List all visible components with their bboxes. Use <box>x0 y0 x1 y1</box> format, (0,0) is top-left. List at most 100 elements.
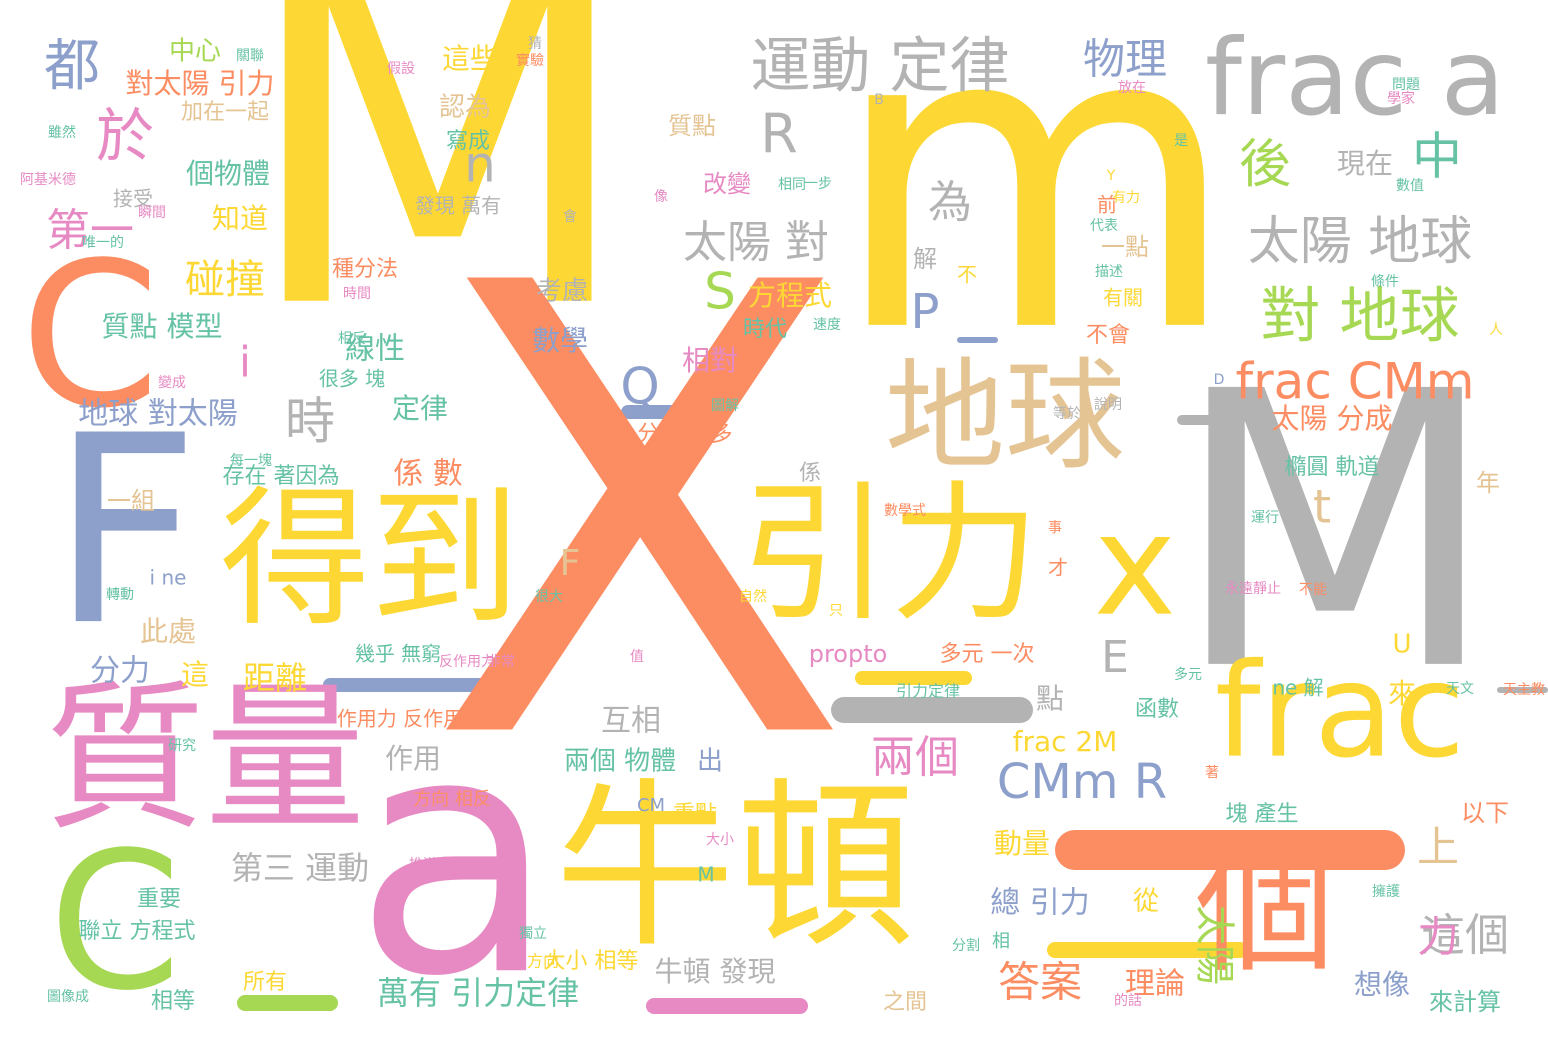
cloud-word: 作用 <box>385 742 441 775</box>
cloud-word: 係 數 <box>393 457 463 492</box>
cloud-word: frac CMm <box>1236 353 1475 411</box>
cloud-word: 學家 <box>1387 90 1415 107</box>
cloud-word: F <box>560 543 581 584</box>
cloud-word: 對 地球 <box>1260 282 1459 352</box>
cloud-word: B <box>874 92 884 108</box>
cloud-word: 圖像成 <box>47 989 89 1005</box>
cloud-word: 發現 萬有 <box>415 194 501 218</box>
cloud-word: 知道 <box>212 202 268 235</box>
cloud-word: 重點 <box>673 802 717 827</box>
cloud-word: 考慮 <box>536 277 588 307</box>
cloud-word: 數學 <box>532 324 588 357</box>
cloud-word: 地球 對太陽 <box>78 397 238 432</box>
cloud-word: 年 <box>1476 469 1500 497</box>
cloud-word: 從 <box>1133 887 1159 917</box>
cloud-word: 一步 <box>804 176 832 192</box>
cloud-word: 非常 <box>487 654 515 670</box>
cloud-word: 太陽 分成 <box>1272 402 1393 435</box>
cloud-word: 獨立 <box>519 926 547 942</box>
cloud-word: 上 <box>1417 823 1459 872</box>
cloud-word: 很多 塊 <box>319 367 385 391</box>
cloud-word: propto <box>809 640 888 668</box>
cloud-word: 這些 <box>442 42 498 75</box>
cloud-word: 太陽 地球 <box>1248 212 1473 272</box>
cloud-word: ne 解 <box>1272 676 1323 700</box>
cloud-word: 兩個 物體 <box>564 747 676 777</box>
cloud-word: i <box>239 338 251 387</box>
cloud-word: 力學 <box>638 462 666 478</box>
cloud-word: 個物體 <box>186 157 270 190</box>
cloud-word: 所有 <box>243 970 287 995</box>
cloud-word: 動量 <box>994 827 1050 860</box>
cloud-word: 每一塊 <box>230 453 272 469</box>
cloud-word: Q <box>620 358 659 416</box>
cloud-word: 運行 <box>1251 510 1279 526</box>
cloud-word: 認為 <box>439 93 491 123</box>
cloud-word: 答案 <box>998 958 1082 1007</box>
cloud-word: 種分法 <box>332 257 398 282</box>
cloud-word: S <box>704 263 736 321</box>
cloud-word: 後 <box>1239 135 1291 195</box>
cloud-word: 物理 <box>1083 35 1167 84</box>
cloud-word: 研究 <box>168 738 196 754</box>
cloud-word: 假設 <box>387 61 415 77</box>
cloud-word: 分力 <box>90 654 150 689</box>
cloud-word: 反作用力 <box>439 654 495 670</box>
cloud-word: 人 <box>1489 322 1503 338</box>
cloud-word: 推導出 <box>409 857 451 873</box>
cloud-word: 總 引力 <box>990 886 1090 921</box>
cloud-word: 出 <box>697 747 723 777</box>
cloud-word: 對太陽 引力 <box>126 67 275 100</box>
cloud-word: 著 <box>1205 765 1219 781</box>
cloud-word: 瞬間 <box>138 205 166 221</box>
cloud-word: 重要 <box>137 887 181 912</box>
cloud-word: 之間 <box>883 990 927 1015</box>
cloud-word: 數學式 <box>884 503 926 519</box>
cloud-word: 線性 <box>345 332 405 367</box>
cloud-word: 一組 <box>107 487 155 515</box>
cloud-word: 才 <box>1048 556 1068 580</box>
cloud-word: 變成 <box>158 375 186 391</box>
cloud-word: 現在 <box>1337 147 1393 180</box>
cloud-word: 方向 相反 <box>413 789 491 810</box>
cloud-word: 時 <box>285 393 335 451</box>
cloud-word: 不能 <box>1299 582 1327 598</box>
cloud-word: 定律 <box>392 392 448 425</box>
cloud-word: 等於 <box>1053 405 1081 422</box>
cloud-word: 引力 <box>740 468 1040 642</box>
cloud-word: 塊 產生 <box>1226 802 1299 827</box>
cloud-word: 中 <box>1412 128 1462 186</box>
cloud-word: C <box>49 811 182 1032</box>
cloud-word: 天主教 <box>1503 682 1545 698</box>
cloud-word: 是 <box>1174 133 1188 149</box>
cloud-word: 第三 運動 <box>231 849 369 887</box>
cloud-word: 大小 <box>706 832 734 848</box>
cloud-word: 個 <box>1195 830 1335 993</box>
cloud-word: 地球 <box>885 348 1125 487</box>
cloud-word: D <box>1214 372 1225 388</box>
cloud-word: 速度 <box>813 317 841 333</box>
cloud-word: 碰撞 <box>185 257 265 303</box>
cloud-word: 自然 <box>739 588 767 605</box>
cloud-word: 前 <box>1097 193 1117 217</box>
cloud-word: 太陽 對 <box>683 217 829 268</box>
cloud-word: 想像 <box>1354 968 1410 1001</box>
cloud-word: 相 <box>992 931 1010 952</box>
cloud-word: 此處 <box>140 615 196 648</box>
cloud-word: CM <box>637 795 665 816</box>
cloud-word: 萬有 引力定律 <box>377 974 579 1012</box>
cloud-word: 牛頓 發現 <box>655 955 776 988</box>
cloud-word: 引力定律 <box>896 682 960 701</box>
cloud-word: 轉動 <box>106 587 134 603</box>
cloud-word: 有關 <box>1103 286 1143 310</box>
cloud-word: 兩個 <box>871 732 959 783</box>
cloud-word: 時代 <box>743 317 787 342</box>
cloud-word: 大小 相等 <box>544 949 639 974</box>
cloud-word: 關聯 <box>236 48 264 64</box>
cloud-word: 存在 著因為 <box>223 464 340 489</box>
cloud-word: 圖解 <box>711 398 739 414</box>
cloud-word: 理論 <box>1125 967 1185 1002</box>
cloud-word: 來 <box>1388 677 1416 710</box>
